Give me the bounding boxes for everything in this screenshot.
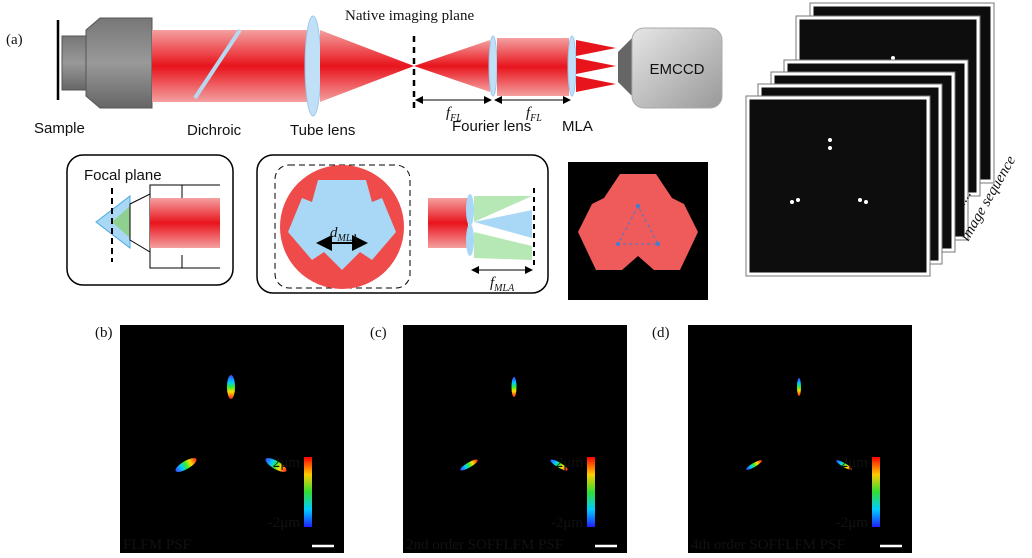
subscript: FL: [529, 113, 542, 124]
beam: [414, 40, 490, 92]
caption: FLFM PSF: [123, 537, 191, 553]
subscript: MLA: [337, 233, 359, 244]
objective: [130, 194, 150, 252]
fourier-lens-label: Fourier lens: [452, 118, 531, 135]
caption: 2nd order SOFFLFM PSF: [406, 537, 563, 553]
panel-label: (b): [95, 325, 113, 341]
camera-window: [618, 38, 632, 96]
mla-beams: [576, 40, 616, 92]
subscript: MLA: [493, 283, 515, 294]
colorbar-max: 2μm: [273, 455, 301, 471]
emitter: [858, 198, 862, 202]
sample-label: Sample: [34, 120, 85, 137]
mla-label: MLA: [562, 118, 593, 135]
dichroic-label: Dichroic: [187, 122, 242, 139]
psf-spot: [797, 378, 801, 396]
lenslet-beam: [474, 232, 532, 260]
beam: [497, 38, 569, 96]
emitter: [828, 138, 832, 142]
emitter: [790, 200, 794, 204]
mla: [568, 36, 576, 96]
emitter: [864, 200, 868, 204]
image-stack: [746, 3, 994, 276]
emitter: [891, 56, 895, 60]
colorbar-min: -2μm: [836, 515, 869, 531]
psf-spot: [512, 377, 517, 397]
panel-label: (a): [6, 32, 23, 48]
colorbar-max: 2μm: [556, 455, 584, 471]
colorbar: [587, 457, 595, 527]
tube-lens-label: Tube lens: [290, 122, 355, 139]
focal-plane-label: Focal plane: [84, 167, 162, 184]
camera-label: EMCCD: [650, 61, 705, 78]
figure: (a) EMCCD Native imaging plane Sample Di…: [0, 0, 1032, 558]
frame: [748, 98, 928, 274]
center: [656, 242, 660, 246]
colorbar: [872, 457, 880, 527]
fourier-lens: [489, 36, 497, 96]
beam: [428, 198, 468, 248]
tube-lens: [305, 16, 321, 116]
emitter: [796, 198, 800, 202]
mla-focal-length: fMLA: [490, 275, 515, 294]
panel-label: (c): [370, 325, 387, 341]
colorbar-min: -2μm: [268, 515, 301, 531]
beam: [320, 30, 414, 102]
plane-label: Native imaging plane: [345, 8, 474, 24]
objective-tip: [62, 36, 86, 90]
subscript: FL: [449, 113, 462, 124]
psf-panels: (b) 2μm -2μm FLFM PSF (c) 2μm -2μm 2nd order SO…: [95, 325, 912, 553]
focal-length: fFL: [446, 105, 462, 124]
emitter: [828, 146, 832, 150]
beam: [150, 198, 220, 248]
center: [616, 242, 620, 246]
panel-label: (d): [652, 325, 670, 341]
lenslet: [466, 194, 474, 226]
colorbar-min: -2μm: [551, 515, 584, 531]
psf-spot: [227, 375, 235, 399]
colorbar: [304, 457, 312, 527]
colorbar-max: 2μm: [841, 455, 869, 471]
center: [636, 204, 640, 208]
lenslet: [466, 224, 474, 256]
caption: 4th order SOFFLFM PSF: [691, 537, 845, 553]
objective: [86, 18, 152, 108]
